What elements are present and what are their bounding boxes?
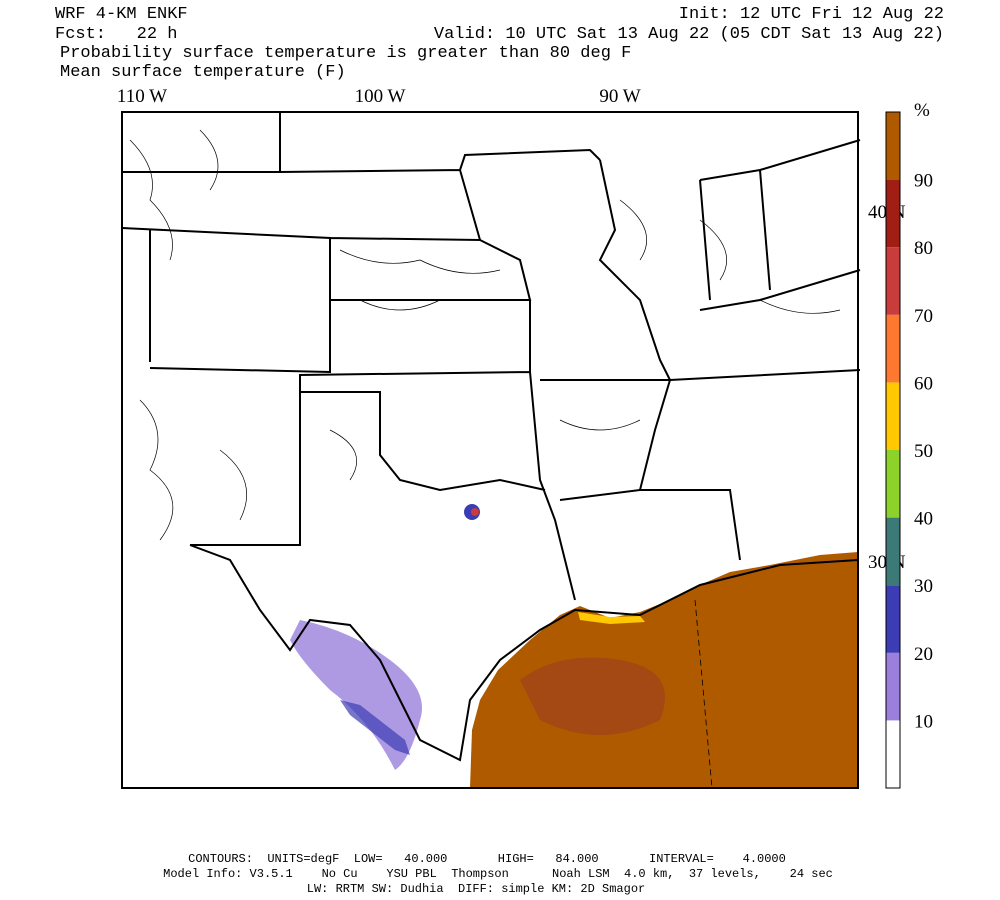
colorbar-segment — [886, 179, 900, 248]
colorbar-label: 30 — [914, 576, 933, 597]
colorbar-label: 90 — [914, 171, 933, 192]
colorbar-segment — [886, 314, 900, 383]
colorbar-label: 80 — [914, 238, 933, 259]
colorbar-label: 70 — [914, 306, 933, 327]
init-time: Init: 12 UTC Fri 12 Aug 22 — [679, 5, 944, 24]
longitude-labels: 110 W 100 W 90 W — [117, 86, 641, 107]
colorbar-segment — [886, 652, 900, 721]
colorbar-label: 40 — [914, 509, 933, 530]
state-border — [121, 112, 861, 601]
map — [121, 111, 861, 789]
colorbar-segment — [886, 720, 900, 788]
contour-info: CONTOURS: UNITS=degF LOW= 40.000 HIGH= 8… — [188, 852, 786, 866]
colorbar-segment — [886, 517, 900, 586]
urban-probability — [471, 508, 479, 516]
low-probability-area — [340, 700, 410, 755]
field-title: Mean surface temperature (F) — [60, 63, 346, 82]
coastline — [189, 544, 859, 762]
colorbar: % 10 20 30 40 50 60 70 80 90 — [885, 100, 933, 789]
colorbar-segment — [886, 382, 900, 450]
model-info: Model Info: V3.5.1 No Cu YSU PBL Thompso… — [163, 867, 833, 881]
maritime-boundary — [694, 599, 713, 789]
colorbar-label: 50 — [914, 441, 933, 462]
colorbar-segment — [886, 585, 900, 653]
colorbar-segment — [886, 112, 900, 180]
map-frame — [121, 111, 859, 789]
colorbar-unit: % — [914, 100, 930, 121]
high-probability-area — [520, 657, 665, 735]
colorbar-frame — [885, 111, 901, 789]
colorbar-segment — [886, 450, 900, 518]
model-name: WRF 4-KM ENKF — [55, 5, 188, 24]
coastal-probability — [578, 612, 645, 624]
valid-time: Valid: 10 UTC Sat 13 Aug 22 (05 CDT Sat … — [434, 25, 944, 44]
field-title: Probability surface temperature is great… — [60, 44, 631, 63]
colorbar-label: 60 — [914, 373, 933, 394]
temperature-contour — [129, 129, 841, 541]
longitude-label: 110 W — [117, 86, 167, 107]
forecast-hour: Fcst: 22 h — [55, 25, 177, 44]
physics-info: LW: RRTM SW: Dudhia DIFF: simple KM: 2D … — [307, 882, 645, 896]
longitude-label: 100 W — [355, 86, 406, 107]
colorbar-label: 20 — [914, 644, 933, 665]
colorbar-label: 10 — [914, 711, 933, 732]
colorbar-segment — [886, 247, 900, 315]
longitude-label: 90 W — [599, 86, 640, 107]
